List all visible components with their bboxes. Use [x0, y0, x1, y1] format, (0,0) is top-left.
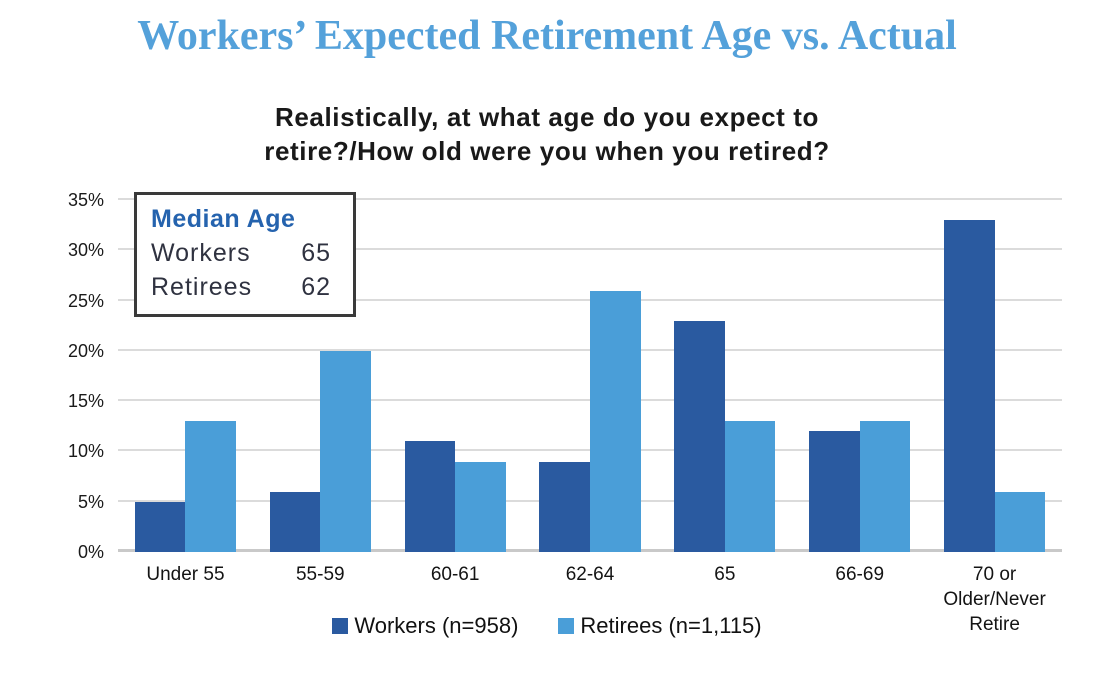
question-line-1: Realistically, at what age do you expect… — [274, 102, 820, 132]
bar-group-7 — [927, 200, 1062, 552]
legend-retirees-label: Retirees (n=1,115) — [580, 613, 762, 638]
workers-bar-1 — [134, 501, 186, 552]
workers-bar-2 — [269, 491, 321, 552]
median-retirees-label: Retirees — [151, 273, 253, 301]
bar-group-6 — [792, 200, 927, 552]
x-tick-label-6: 66-69 — [835, 564, 885, 585]
bar-groups — [118, 200, 1062, 552]
retirees-bar-6 — [859, 421, 911, 552]
median-age-callout: Median Age Workers 65 Retirees 62 — [134, 192, 356, 317]
median-row-workers: Workers 65 — [151, 236, 339, 270]
y-tick-label-30: 30% — [67, 240, 104, 261]
workers-bar-6 — [809, 431, 860, 552]
retirees-bar-5 — [724, 421, 776, 552]
chart-question-title: Realistically, at what age do you expect… — [0, 100, 1094, 168]
median-workers-label: Workers — [151, 239, 251, 267]
question-line-2: retire?/How old were you when you retire… — [264, 136, 830, 166]
retirees-bar-1 — [185, 421, 236, 552]
median-retirees-value: 62 — [301, 273, 331, 301]
bar-group-4 — [523, 200, 658, 552]
median-age-title: Median Age — [151, 205, 296, 233]
x-tick-label-1: Under 55 — [146, 564, 225, 585]
bar-group-2 — [253, 200, 388, 552]
workers-bar-7 — [944, 220, 995, 552]
retirees-swatch-icon — [558, 618, 575, 634]
page-title: Workers’ Expected Retirement Age vs. Act… — [137, 13, 957, 59]
y-tick-label-35: 35% — [67, 190, 104, 210]
gridline-30 — [118, 248, 1062, 251]
median-row-retirees: Retirees 62 — [151, 270, 339, 304]
bar-group-1 — [118, 200, 253, 552]
x-axis-labels: Under 55 55-59 60-61 62-64 65 66-69 70 or Older… — [118, 562, 1062, 637]
legend-item-workers: Workers (n=958) — [332, 613, 518, 639]
gridline-35 — [118, 198, 1062, 200]
legend-item-retirees: Retirees (n=1,115) — [558, 613, 762, 639]
workers-swatch-icon — [332, 618, 349, 634]
y-tick-label-20: 20% — [67, 340, 104, 361]
bar-group-5 — [657, 200, 792, 552]
x-tick-label-2: 55-59 — [295, 564, 345, 585]
x-tick-label-7: 70 or Older/Never Retire — [943, 564, 1046, 635]
retirees-bar-4 — [590, 290, 641, 552]
workers-bar-5 — [674, 320, 725, 552]
y-tick-label-25: 25% — [67, 290, 104, 311]
plot-area: Median Age Workers 65 Retirees 62 0% 5% 10… — [68, 190, 1062, 562]
workers-bar-3 — [404, 441, 456, 552]
chart-legend: Workers (n=958) Retirees (n=1,115) — [0, 613, 1094, 639]
median-workers-value: 65 — [301, 239, 331, 267]
legend-workers-label: Workers (n=958) — [354, 613, 519, 638]
x-tick-label-4: 62-64 — [565, 564, 615, 585]
x-tick-label-5: 65 — [714, 564, 736, 585]
y-tick-label-5: 5% — [77, 491, 104, 512]
x-tick-label-3: 60-61 — [430, 564, 480, 585]
y-tick-label-0: 0% — [77, 542, 104, 562]
y-tick-label-15: 15% — [67, 391, 104, 412]
retirees-bar-3 — [455, 461, 506, 552]
retirees-bar-2 — [320, 350, 371, 552]
y-tick-label-10: 10% — [67, 441, 104, 462]
workers-bar-4 — [539, 461, 590, 552]
retirees-bar-7 — [994, 491, 1046, 552]
bar-group-3 — [388, 200, 523, 552]
